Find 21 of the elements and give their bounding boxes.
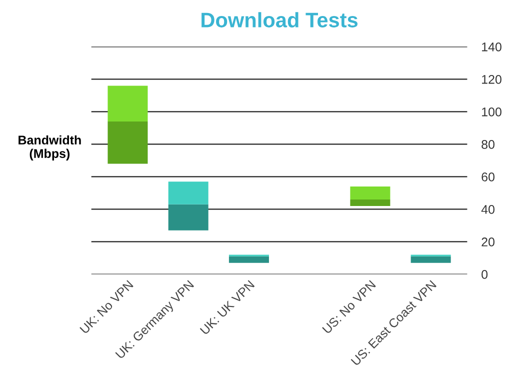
x-tick-label: UK: UK VPN <box>200 280 255 336</box>
bar <box>168 204 208 230</box>
y-axis-title: Bandwidth (Mbps) <box>18 135 81 160</box>
bar <box>108 86 148 122</box>
x-tick-label: UK: No VPN <box>80 280 134 334</box>
y-tick-label: 40 <box>481 205 494 214</box>
y-tick-label: 0 <box>482 270 488 279</box>
y-tick-label: 120 <box>482 74 502 84</box>
chart-title: Download Tests <box>202 12 358 28</box>
bar <box>350 199 390 206</box>
bar <box>410 256 451 263</box>
y-tick-label: 100 <box>482 108 502 116</box>
y-tick-label: 60 <box>482 172 494 182</box>
bar <box>228 256 269 263</box>
bar <box>350 186 390 200</box>
bar <box>168 182 208 204</box>
y-tick-label: 80 <box>482 140 494 149</box>
y-tick-label: 140 <box>482 42 502 52</box>
y-tick-label: 20 <box>482 238 494 246</box>
bar <box>108 121 148 164</box>
x-tick-label: US: No VPN <box>322 280 376 334</box>
